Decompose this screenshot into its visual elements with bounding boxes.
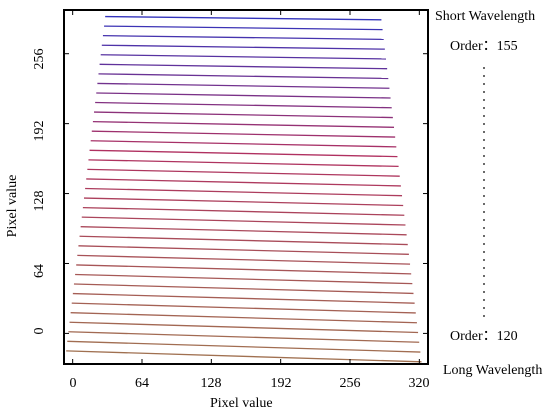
order-line (95, 101, 392, 109)
order-bottom-label: Order：120 (450, 329, 518, 344)
order-line (72, 292, 415, 304)
ellipsis-dot (483, 99, 485, 101)
order-line (75, 273, 413, 285)
x-axis-label: Pixel value (210, 396, 273, 411)
order-line (73, 283, 414, 295)
x-tick-label: 128 (200, 376, 222, 391)
order-line (67, 340, 421, 353)
ellipsis-dot (483, 203, 485, 205)
order-line (80, 226, 407, 236)
ellipsis-dot (483, 195, 485, 197)
ellipsis-dot (483, 139, 485, 141)
order-line (85, 187, 403, 197)
ellipsis-dots (483, 67, 485, 317)
ellipsis-dot (483, 211, 485, 213)
ellipsis-dot (483, 291, 485, 293)
ellipsis-dot (483, 131, 485, 133)
order-line (89, 149, 398, 158)
ellipsis-dot (483, 147, 485, 149)
order-line (86, 178, 401, 187)
x-tick-label: 64 (135, 376, 149, 391)
order-line (78, 245, 409, 255)
ellipsis-dot (483, 235, 485, 237)
y-tick-label: 192 (32, 120, 47, 142)
y-tick-label: 256 (32, 48, 47, 70)
short-wavelength-label: Short Wavelength (435, 9, 536, 24)
y-tick-label: 64 (32, 264, 47, 278)
ellipsis-dot (483, 267, 485, 269)
order-line (90, 140, 397, 148)
ellipsis-dot (483, 251, 485, 253)
ellipsis-dot (483, 75, 485, 77)
y-tick-label: 0 (32, 327, 47, 335)
order-line (98, 73, 389, 80)
order-lines-group (66, 15, 422, 363)
ellipsis-dot (483, 227, 485, 229)
order-line (66, 350, 422, 363)
x-tick-label: 320 (408, 376, 430, 391)
y-tick-label: 128 (32, 190, 47, 212)
order-line (94, 111, 393, 119)
ellipsis-dot (483, 187, 485, 189)
order-line (82, 206, 405, 216)
order-line (104, 25, 383, 31)
ellipsis-dot (483, 179, 485, 181)
ellipsis-dot (483, 171, 485, 173)
order-line (83, 197, 404, 207)
order-line (81, 216, 406, 226)
ellipsis-dot (483, 83, 485, 85)
order-line (99, 63, 388, 70)
ellipsis-dot (483, 123, 485, 125)
ellipsis-dot (483, 259, 485, 261)
x-tick-label: 256 (339, 376, 361, 391)
order-line (70, 312, 417, 324)
plot-frame (63, 9, 429, 365)
ellipsis-dot (483, 315, 485, 317)
y-axis-label: Pixel value (5, 174, 20, 238)
order-line (69, 321, 419, 334)
order-top-label: Order：155 (450, 39, 518, 54)
x-tick-label: 0 (69, 376, 77, 391)
ellipsis-dot (483, 219, 485, 221)
order-line (96, 92, 391, 99)
ellipsis-dot (483, 115, 485, 117)
x-tick-marks (72, 10, 420, 364)
order-line (68, 331, 420, 343)
ellipsis-dot (483, 67, 485, 69)
long-wavelength-label: Long Wavelength (443, 363, 543, 378)
order-line (71, 302, 416, 314)
ellipsis-dot (483, 163, 485, 165)
order-line (100, 54, 387, 60)
ellipsis-dot (483, 107, 485, 109)
order-line (88, 159, 399, 168)
ellipsis-dot (483, 307, 485, 309)
order-line (77, 254, 411, 265)
order-line (76, 264, 412, 275)
ellipsis-dot (483, 91, 485, 93)
order-line (102, 35, 384, 41)
order-line (92, 120, 395, 128)
x-tick-label: 192 (270, 376, 292, 391)
ellipsis-dot (483, 299, 485, 301)
ellipsis-dot (483, 155, 485, 157)
order-line (91, 130, 396, 138)
order-line (87, 168, 400, 177)
ellipsis-dot (483, 243, 485, 245)
order-line (101, 44, 385, 50)
order-line (97, 82, 390, 89)
y-tick-marks (64, 53, 428, 334)
order-line (105, 15, 382, 21)
order-line (79, 235, 408, 246)
ellipsis-dot (483, 283, 485, 285)
ellipsis-dot (483, 275, 485, 277)
